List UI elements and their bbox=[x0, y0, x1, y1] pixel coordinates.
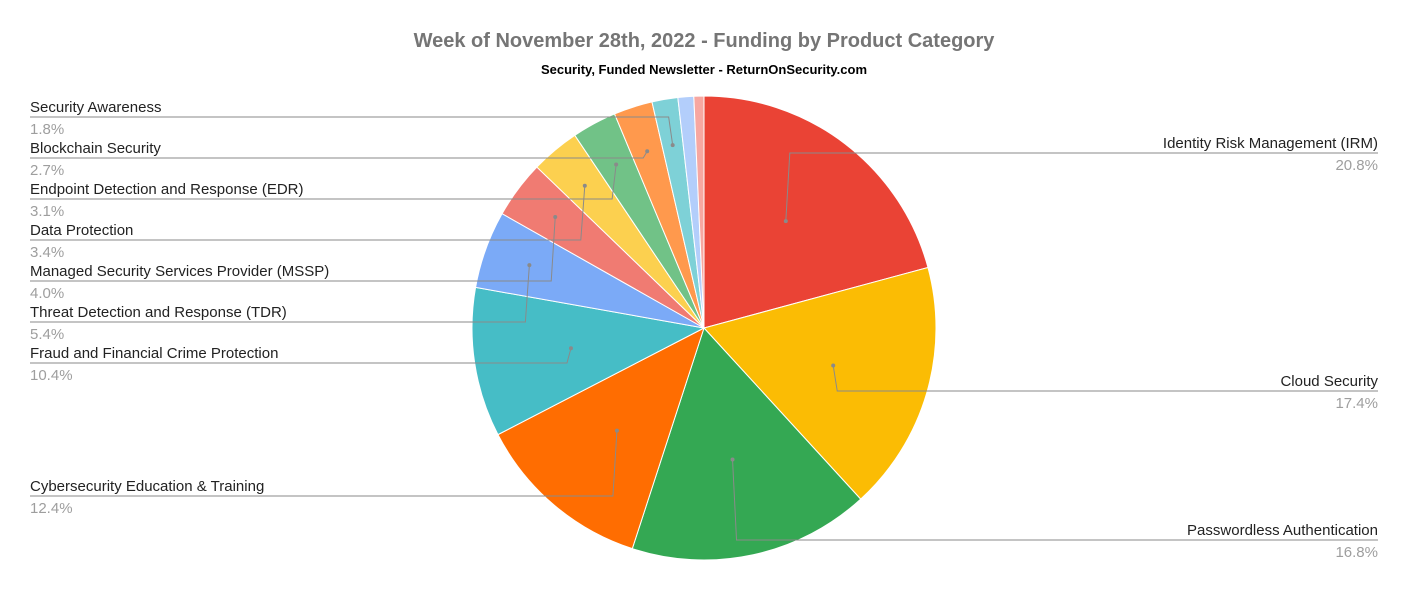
pie-slices bbox=[471, 95, 937, 561]
slice-label-endpoint-detection-and-response-edr: Endpoint Detection and Response (EDR) bbox=[30, 181, 304, 198]
pie-slice-cloud-security bbox=[703, 266, 937, 500]
slice-label-cybersecurity-education-and-training: Cybersecurity Education & Training bbox=[30, 478, 264, 495]
slice-value-security-awareness: 1.8% bbox=[30, 121, 64, 138]
leader-line-cybersecurity-education-and-training bbox=[30, 430, 618, 497]
slice-label-threat-detection-and-response-tdr: Threat Detection and Response (TDR) bbox=[30, 304, 287, 321]
slice-label-security-awareness: Security Awareness bbox=[30, 99, 161, 116]
slice-value-blockchain-security: 2.7% bbox=[30, 162, 64, 179]
slice-value-identity-risk-management-irm: 20.8% bbox=[1335, 157, 1378, 174]
leader-line-blockchain-security bbox=[30, 151, 648, 159]
slice-label-fraud-and-financial-crime-protection: Fraud and Financial Crime Protection bbox=[30, 345, 278, 362]
leader-dot-passwordless-authentication bbox=[730, 457, 735, 462]
leader-line-fraud-and-financial-crime-protection bbox=[30, 348, 572, 364]
slice-value-managed-security-services-provider-mssp: 4.0% bbox=[30, 285, 64, 302]
pie-slice-passwordless-authentication bbox=[631, 327, 862, 561]
leader-line-data-protection bbox=[30, 185, 586, 241]
leader-line-endpoint-detection-and-response-edr bbox=[30, 164, 617, 200]
chart-title: Week of November 28th, 2022 - Funding by… bbox=[413, 30, 995, 52]
pie-slice-unlabeled-12 bbox=[693, 95, 705, 329]
leader-dot-cloud-security bbox=[831, 363, 836, 368]
leader-dot-managed-security-services-provider-mssp bbox=[553, 215, 558, 220]
slice-value-data-protection: 3.4% bbox=[30, 244, 64, 261]
slice-label-data-protection: Data Protection bbox=[30, 222, 133, 239]
leader-line-managed-security-services-provider-mssp bbox=[30, 216, 556, 282]
slice-value-threat-detection-and-response-tdr: 5.4% bbox=[30, 326, 64, 343]
slice-label-managed-security-services-provider-mssp: Managed Security Services Provider (MSSP… bbox=[30, 263, 329, 280]
leader-dot-threat-detection-and-response-tdr bbox=[527, 263, 532, 268]
slice-label-identity-risk-management-irm: Identity Risk Management (IRM) bbox=[1163, 135, 1378, 152]
slice-label-cloud-security: Cloud Security bbox=[1280, 373, 1378, 390]
leader-dot-fraud-and-financial-crime-protection bbox=[568, 346, 573, 351]
leader-line-threat-detection-and-response-tdr bbox=[30, 265, 530, 323]
pie-slice-identity-risk-management-irm bbox=[703, 95, 929, 329]
leader-line-passwordless-authentication bbox=[732, 459, 1378, 541]
slice-value-cloud-security: 17.4% bbox=[1335, 395, 1378, 412]
slice-value-cybersecurity-education-and-training: 12.4% bbox=[30, 500, 73, 517]
leader-line-security-awareness bbox=[30, 116, 674, 146]
leader-dot-cybersecurity-education-and-training bbox=[614, 428, 619, 433]
leader-dot-security-awareness bbox=[670, 143, 675, 148]
leader-dot-endpoint-detection-and-response-edr bbox=[614, 162, 619, 167]
leader-dot-blockchain-security bbox=[645, 149, 650, 154]
leader-dot-identity-risk-management-irm bbox=[783, 219, 788, 224]
slice-value-passwordless-authentication: 16.8% bbox=[1335, 544, 1378, 561]
leader-line-cloud-security bbox=[832, 365, 1378, 392]
slice-labels: Identity Risk Management (IRM) 20.8% Cloud… bbox=[30, 99, 1378, 561]
slice-value-endpoint-detection-and-response-edr: 3.1% bbox=[30, 203, 64, 220]
leader-dot-data-protection bbox=[582, 183, 587, 188]
leader-lines bbox=[30, 116, 1378, 541]
chart-subtitle: Security, Funded Newsletter - ReturnOnSe… bbox=[540, 62, 868, 77]
pie-slice-cybersecurity-education-and-training bbox=[497, 326, 705, 550]
leader-line-identity-risk-management-irm bbox=[785, 152, 1378, 222]
slice-label-blockchain-security: Blockchain Security bbox=[30, 140, 161, 157]
slice-label-passwordless-authentication: Passwordless Authentication bbox=[1187, 522, 1378, 539]
slice-value-fraud-and-financial-crime-protection: 10.4% bbox=[30, 367, 73, 384]
